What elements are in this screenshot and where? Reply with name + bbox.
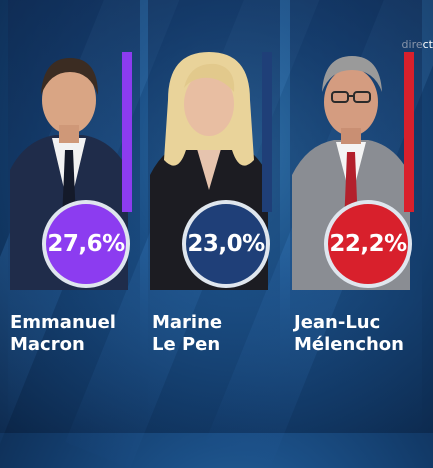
candidate-last-name: Macron (10, 334, 85, 355)
candidate-percentage: 23,0% (187, 231, 265, 257)
candidate-name-le-pen: Marine Le Pen (152, 312, 222, 356)
candidate-color-bar-le-pen (262, 52, 272, 212)
candidate-percentage: 22,2% (329, 231, 407, 257)
candidate-percentage: 27,6% (47, 231, 125, 257)
candidate-color-bar-melenchon (404, 52, 414, 212)
candidate-first-name: Jean-Luc (294, 312, 381, 333)
candidate-percentage-badge-melenchon: 22,2% (324, 200, 412, 288)
candidate-first-name: Emmanuel (10, 312, 116, 333)
candidate-last-name: Le Pen (152, 334, 221, 355)
candidate-first-name: Marine (152, 312, 223, 333)
candidate-percentage-badge-le-pen: 23,0% (182, 200, 270, 288)
candidate-name-melenchon: Jean-Luc Mélenchon (294, 312, 404, 356)
candidate-name-macron: Emmanuel Macron (10, 312, 116, 356)
candidate-color-bar-macron (122, 52, 132, 212)
candidate-percentage-badge-macron: 27,6% (42, 200, 130, 288)
candidate-last-name: Mélenchon (294, 334, 404, 355)
